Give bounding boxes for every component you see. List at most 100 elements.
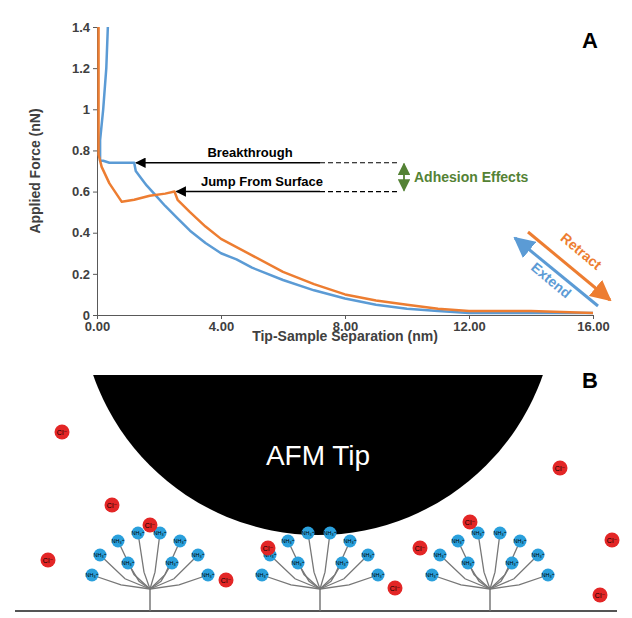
- y-tick-label: 1.2: [72, 61, 90, 76]
- ion: Cl⁻: [388, 581, 403, 596]
- headgroup-label: NH₃⁺: [121, 560, 134, 566]
- ion-label: Cl⁻: [43, 557, 54, 564]
- chain: [320, 555, 368, 589]
- y-tick-label: 0.4: [72, 225, 91, 240]
- headgroup: [452, 535, 465, 548]
- y-tick: 0: [83, 308, 97, 323]
- y-tick-mark: [93, 233, 97, 234]
- headgroup: [174, 535, 187, 548]
- headgroup-label: NH₃⁺: [255, 572, 268, 578]
- ion-label: Cl⁻: [390, 585, 401, 592]
- ion-circle: [463, 515, 478, 530]
- headgroup-label: NH₃⁺: [513, 538, 526, 544]
- ion: Cl⁻: [463, 515, 478, 530]
- chain: [458, 541, 490, 589]
- direction-key: RetractExtend: [515, 230, 610, 306]
- headgroup-label: NH₃⁺: [93, 552, 106, 558]
- ion: Cl⁻: [105, 498, 120, 513]
- y-tick-mark: [93, 315, 97, 316]
- ion-circle: [219, 573, 234, 588]
- headgroup: [426, 569, 439, 582]
- panel-label: A: [582, 28, 598, 53]
- headgroup: [112, 535, 125, 548]
- ion-circle: [605, 533, 620, 548]
- x-tick-label: 12.00: [453, 319, 486, 334]
- retract-label: Retract: [558, 230, 606, 273]
- series-line: [100, 27, 593, 313]
- headgroup: [462, 557, 475, 570]
- headgroup: [336, 557, 349, 570]
- ion: Cl⁻: [219, 573, 234, 588]
- x-axis-title: Tip-Sample Separation (nm): [252, 328, 438, 344]
- chain: [138, 533, 150, 589]
- headgroup-label: NH₃⁺: [335, 560, 348, 566]
- headgroup: [292, 557, 305, 570]
- headgroup-label: NH₃⁺: [371, 572, 384, 578]
- chain: [320, 541, 350, 589]
- surface: [15, 610, 617, 612]
- annotations: BreakthroughJump From SurfaceAdhesion Ef…: [136, 145, 528, 192]
- ion-circle: [553, 461, 568, 476]
- annotation-label: Breakthrough: [207, 145, 292, 160]
- ion-label: Cl⁻: [57, 429, 68, 436]
- y-tick: 1.4: [72, 20, 97, 35]
- headgroup-label: NH₃⁺: [323, 530, 336, 536]
- headgroup-label: NH₃⁺: [131, 530, 144, 536]
- chain: [319, 589, 321, 611]
- chain: [489, 589, 491, 611]
- x-tick: 16.00: [577, 315, 610, 334]
- headgroup: [166, 557, 179, 570]
- y-tick-mark: [93, 68, 97, 69]
- extend-label: Extend: [528, 259, 574, 301]
- y-tick-label: 0: [83, 308, 90, 323]
- headgroup: [86, 569, 99, 582]
- adhesion-bracket: [403, 164, 405, 191]
- ion-circle: [143, 518, 158, 533]
- headgroup-label: NH₃⁺: [425, 572, 438, 578]
- headgroup: [192, 549, 205, 562]
- headgroup-label: NH₃⁺: [493, 530, 506, 536]
- ion: Cl⁻: [143, 518, 158, 533]
- ion: Cl⁻: [605, 533, 620, 548]
- y-tick-label: 0.8: [72, 143, 90, 158]
- y-axis-title: Applied Force (nN): [27, 108, 43, 233]
- y-tick: 1.2: [72, 61, 97, 76]
- ion-label: Cl⁻: [415, 545, 426, 552]
- ion-label: Cl⁻: [263, 545, 274, 552]
- label-patch: [205, 145, 294, 160]
- y-tick-mark: [93, 192, 97, 193]
- headgroup-label: NH₃⁺: [433, 552, 446, 558]
- headgroup: [202, 569, 215, 582]
- headgroup: [122, 557, 135, 570]
- y-tick-label: 1.4: [72, 20, 91, 35]
- y-tick-label: 1: [83, 102, 90, 117]
- headgroup-label: NH₃⁺: [531, 552, 544, 558]
- ion-label: Cl⁻: [595, 592, 606, 599]
- headgroup-label: NH₃⁺: [191, 552, 204, 558]
- ion-circle: [41, 553, 56, 568]
- headgroup-label: NH₃⁺: [111, 538, 124, 544]
- extend-arrow: [515, 238, 598, 306]
- molecule: NH₃⁺NH₃⁺NH₃⁺NH₃⁺NH₃⁺NH₃⁺NH₃⁺NH₃⁺NH₃⁺NH₃⁺: [255, 527, 384, 612]
- y-tick-mark: [93, 27, 97, 28]
- headgroup-label: NH₃⁺: [301, 530, 314, 536]
- y-tick: 0.6: [72, 184, 97, 199]
- tip-label: AFM Tip: [266, 440, 370, 471]
- annotation-arrow: [177, 191, 321, 193]
- chain: [478, 533, 490, 589]
- y-tick: 0.8: [72, 143, 97, 158]
- ion-label: Cl⁻: [145, 522, 156, 529]
- ion-circle: [593, 588, 608, 603]
- ion: Cl⁻: [261, 541, 276, 556]
- y-tick: 1: [83, 102, 97, 117]
- headgroup: [372, 569, 385, 582]
- y-axis: 0 0.2 0.4 0.6 0.8 1 1.2 1.4: [72, 20, 98, 323]
- x-tick-label: 4.00: [209, 319, 234, 334]
- y-tick-mark: [93, 274, 97, 275]
- y-tick-label: 0.2: [72, 267, 90, 282]
- headgroup-label: NH₃⁺: [461, 560, 474, 566]
- chain: [490, 541, 520, 589]
- ion: Cl⁻: [41, 553, 56, 568]
- chain: [150, 555, 198, 589]
- annotation-dash: [320, 191, 400, 192]
